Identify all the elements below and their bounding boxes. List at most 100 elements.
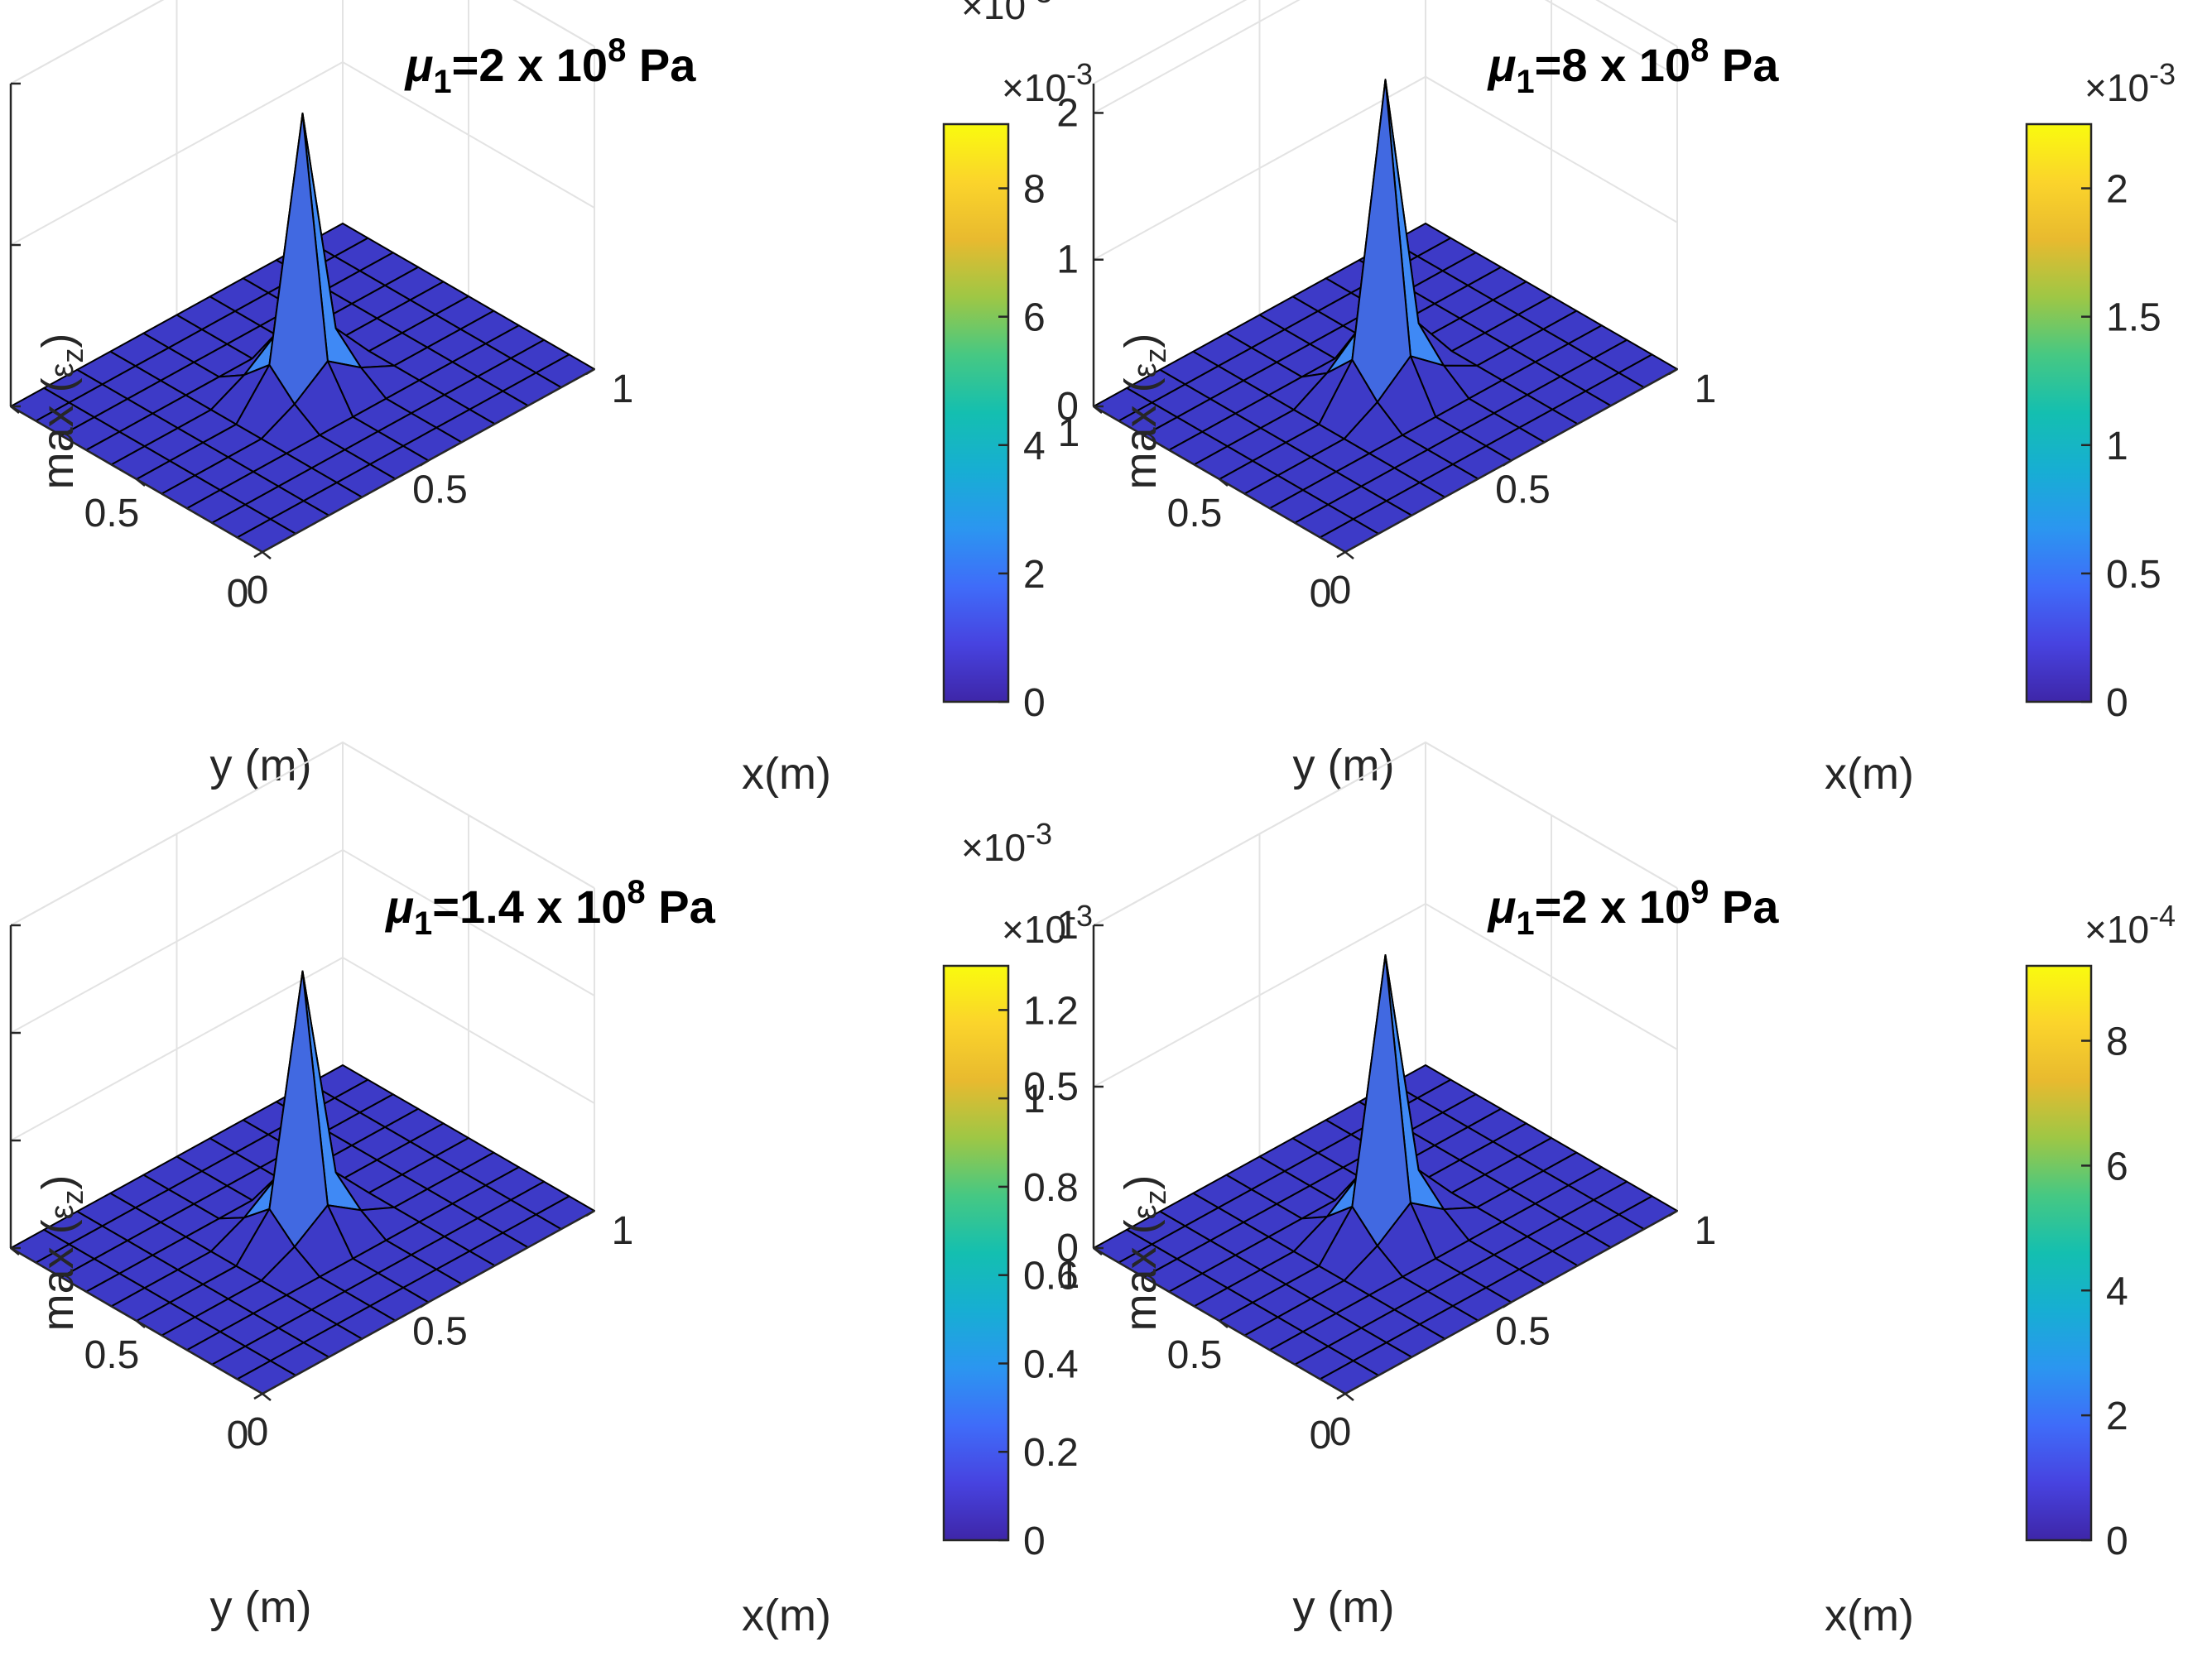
colorbar-multiplier-times: × xyxy=(2085,66,2107,109)
plot-title: μ1=2 x 108 Pa xyxy=(404,32,697,100)
title-superscript: 8 xyxy=(608,32,626,69)
colorbar-tick-label: 6 xyxy=(1023,296,1046,340)
x-tick-label: 1 xyxy=(1695,1209,1717,1253)
z-axis-label: max (εz) xyxy=(1116,1175,1172,1332)
z-tick-label: 0 xyxy=(1056,385,1079,429)
x-tick xyxy=(1668,1209,1678,1217)
z-multiplier-times: × xyxy=(961,0,983,27)
colorbar-tick-label: 0.2 xyxy=(1023,1431,1079,1475)
y-tick-label: 1 xyxy=(1058,1253,1080,1297)
x-tick xyxy=(419,1301,430,1308)
y-tick-label: 0.5 xyxy=(1167,1333,1223,1377)
z-label-text: ) xyxy=(1116,334,1166,348)
x-tick-label: 0 xyxy=(247,1410,269,1454)
x-tick-label: 0 xyxy=(1330,1410,1352,1454)
x-tick xyxy=(585,367,595,376)
z-axis-label: max (εz) xyxy=(33,1175,89,1332)
x-axis-label: x(m) xyxy=(1825,749,1914,799)
title-subscript: 1 xyxy=(1516,905,1534,942)
colorbar: 0 2 4 6 8 ×10-4 xyxy=(2025,899,2176,1563)
title-units: Pa xyxy=(1709,39,1779,91)
y-axis-label: y (m) xyxy=(1293,741,1395,790)
x-tick xyxy=(1668,367,1678,376)
colorbar-tick-label: 1 xyxy=(2106,425,2128,468)
y-tick xyxy=(1219,1320,1229,1328)
y-tick xyxy=(136,478,146,487)
z-label-subscript: z xyxy=(1138,1190,1172,1205)
colorbar-multiplier-times: × xyxy=(2085,908,2107,951)
z-axis-label: max (εz) xyxy=(1116,334,1172,490)
z-label-text: max ( xyxy=(33,377,83,489)
colorbar-multiplier-base: 10 xyxy=(2107,908,2149,951)
z-label-epsilon: ε xyxy=(1127,1204,1163,1219)
colorbar-multiplier-exponent: -3 xyxy=(1066,899,1093,933)
x-tick-label: 0.5 xyxy=(412,1310,468,1354)
z-label-subscript: z xyxy=(1138,348,1172,363)
title-mu: μ xyxy=(1487,881,1517,933)
colorbar-tick-label: 8 xyxy=(1023,168,1046,212)
title-subscript: 1 xyxy=(1516,64,1534,100)
x-axis-label: x(m) xyxy=(1825,1591,1914,1640)
colorbar-multiplier: ×10-4 xyxy=(2085,899,2176,951)
x-tick-label: 1 xyxy=(1695,367,1717,411)
grid-line-top xyxy=(10,0,595,84)
x-tick-label: 0 xyxy=(1330,569,1352,612)
colorbar-tick-label: 0 xyxy=(2106,1520,2128,1563)
colorbar-multiplier: ×10-3 xyxy=(2085,57,2176,109)
x-tick-label: 1 xyxy=(612,1209,634,1253)
z-tick-label: 1 xyxy=(1056,904,1079,948)
y-tick xyxy=(1344,1393,1354,1401)
z-multiplier: ×10-3 xyxy=(961,817,1052,869)
title-units: Pa xyxy=(626,39,696,91)
surface-mesh xyxy=(10,970,595,1395)
y-tick-label: 0 xyxy=(1310,572,1332,616)
grid-lines xyxy=(10,0,595,369)
z-label-subscript: z xyxy=(55,348,89,363)
x-tick-label: 0.5 xyxy=(1495,468,1551,512)
z-multiplier-base: 10 xyxy=(983,826,1026,869)
colorbar-multiplier-times: × xyxy=(1002,908,1024,951)
colorbar-tick-label: 2 xyxy=(2106,1395,2128,1438)
title-mu: μ xyxy=(1487,39,1517,91)
title-mu: μ xyxy=(404,39,434,91)
y-axis-label: y (m) xyxy=(210,741,312,790)
colorbar: 00.20.40.60.811.2×10-3 xyxy=(942,899,1093,1563)
grid-line-z xyxy=(1093,0,1678,114)
plot-title: μ1=2 x 109 Pa xyxy=(1487,874,1780,942)
colorbar-multiplier-exponent: -3 xyxy=(2149,57,2176,91)
y-tick-label: 0 xyxy=(227,1414,249,1457)
y-tick xyxy=(1344,551,1354,559)
z-multiplier-exponent: -3 xyxy=(1026,0,1052,9)
z-label-subscript: z xyxy=(55,1190,89,1205)
y-tick-label: 0.5 xyxy=(1167,492,1223,535)
x-tick xyxy=(1336,1392,1346,1400)
surface-mesh xyxy=(10,113,595,553)
y-tick-label: 0.5 xyxy=(84,1333,140,1377)
z-multiplier: ×10-3 xyxy=(961,0,1052,27)
colorbar-tick-label: 0 xyxy=(1023,681,1046,725)
colorbar-tick-label: 0 xyxy=(1023,1520,1046,1563)
colorbar-tick-label: 4 xyxy=(1023,425,1046,468)
z-multiplier-times: × xyxy=(961,826,983,869)
colorbar-tick-label: 1.5 xyxy=(2106,296,2162,340)
z-label-text: ) xyxy=(33,334,83,348)
z-label-epsilon: ε xyxy=(44,1204,80,1219)
y-axis-label: y (m) xyxy=(1293,1582,1395,1632)
colorbar-tick-label: 1.2 xyxy=(1023,989,1079,1033)
z-tick-label: 0.5 xyxy=(1023,1065,1079,1109)
y-tick xyxy=(262,551,272,559)
x-axis-label: x(m) xyxy=(742,1591,831,1640)
y-tick-label: 0 xyxy=(1310,1414,1332,1457)
grid-line-top xyxy=(1093,0,1678,84)
colorbar-gradient xyxy=(942,122,1010,703)
colorbar-tick-label: 2 xyxy=(1023,553,1046,597)
y-tick xyxy=(1093,1247,1103,1256)
colorbar-tick-label: 4 xyxy=(2106,1270,2128,1313)
colorbar-multiplier-times: × xyxy=(1002,66,1024,109)
colorbar-tick-label: 0.4 xyxy=(1023,1342,1079,1386)
